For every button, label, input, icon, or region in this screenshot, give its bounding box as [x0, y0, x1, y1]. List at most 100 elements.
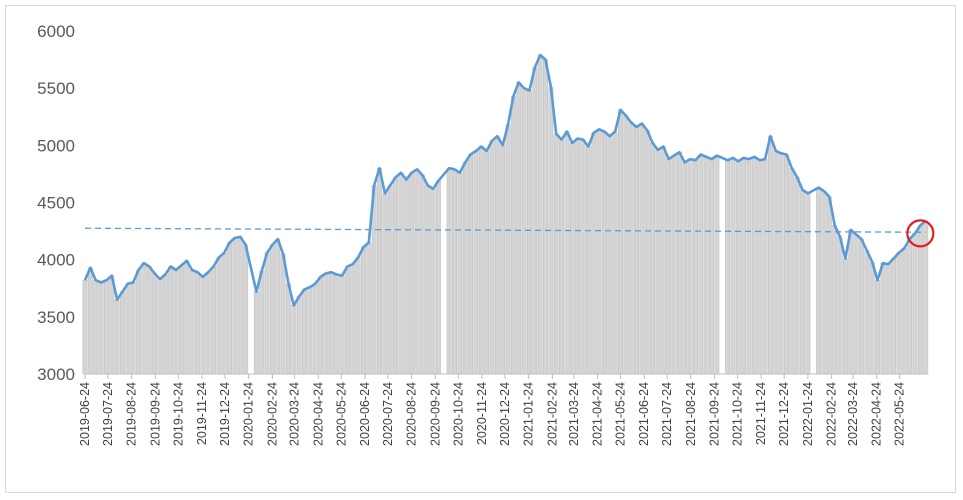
x-tick-label: 2022-02-24: [825, 382, 839, 446]
bar: [275, 238, 281, 375]
bar: [516, 82, 522, 375]
bar: [87, 267, 93, 375]
bar: [703, 156, 709, 375]
x-tick-label: 2019-06-24: [78, 382, 92, 446]
bar: [468, 154, 473, 375]
bar: [339, 275, 345, 375]
y-tick-label: 5500: [37, 79, 75, 98]
bar: [532, 67, 538, 375]
bar-series: [82, 54, 929, 375]
bar: [607, 135, 613, 375]
bar: [671, 155, 677, 375]
y-tick-label: 6000: [37, 22, 75, 41]
x-tick-label: 2020-10-24: [451, 382, 465, 446]
bar: [596, 129, 602, 375]
bar: [585, 146, 591, 375]
bar: [912, 233, 918, 375]
x-tick-label: 2021-04-24: [591, 382, 605, 446]
bar: [419, 174, 425, 375]
bar: [521, 87, 527, 375]
bar: [639, 123, 645, 375]
bar: [125, 283, 131, 375]
bar: [837, 236, 843, 375]
bar: [875, 279, 880, 375]
bar: [280, 253, 286, 375]
bar: [414, 169, 420, 375]
bar: [692, 159, 698, 375]
bar: [666, 158, 672, 375]
x-tick-label: 2020-02-24: [265, 382, 279, 446]
bar: [735, 161, 741, 375]
bar: [93, 279, 99, 375]
x-tick-label: 2020-11-24: [475, 382, 489, 445]
bar: [200, 276, 206, 375]
bar: [751, 156, 757, 375]
x-tick-label: 2020-07-24: [381, 382, 395, 446]
bar: [821, 190, 827, 375]
x-axis-ticks: 2019-06-24 2019-07-24 2019-08-24 2019-09-24…: [78, 374, 907, 446]
bar: [409, 172, 415, 375]
bar: [864, 250, 870, 375]
bar: [891, 258, 897, 375]
bar: [564, 131, 570, 375]
bar: [730, 157, 736, 375]
bar: [505, 124, 511, 375]
x-tick-label: 2020-05-24: [334, 382, 348, 446]
bar: [446, 167, 452, 375]
bar: [473, 150, 479, 375]
x-tick-label: 2021-02-24: [545, 382, 559, 446]
bar: [623, 115, 629, 375]
x-tick-label: 2020-08-24: [405, 382, 419, 446]
bar: [553, 133, 559, 375]
bar: [189, 269, 195, 375]
bar: [741, 157, 747, 375]
bar: [746, 158, 752, 375]
bar: [291, 305, 297, 375]
bar: [805, 193, 811, 375]
bar: [334, 274, 340, 375]
bar: [344, 266, 350, 375]
bar: [361, 246, 366, 375]
x-tick-label: 2021-11-24: [754, 382, 768, 445]
bar: [237, 236, 243, 375]
x-tick-label: 2019-11-24: [195, 382, 209, 445]
y-tick-label: 4500: [37, 194, 75, 213]
bar: [580, 139, 586, 375]
x-tick-label: 2021-07-24: [660, 382, 674, 446]
bar: [195, 271, 200, 375]
x-tick-label: 2019-10-24: [171, 382, 185, 446]
bar: [269, 244, 275, 375]
bar: [510, 95, 516, 375]
bar: [885, 263, 891, 375]
bar: [403, 179, 409, 375]
bar: [323, 273, 329, 375]
bar: [366, 242, 372, 375]
x-tick-label: 2020-06-24: [358, 382, 372, 446]
bar: [109, 275, 115, 375]
x-tick-label: 2021-09-24: [708, 382, 722, 446]
bar: [869, 261, 875, 375]
y-tick-label: 3500: [37, 308, 75, 327]
bar: [350, 263, 356, 375]
x-tick-label: 2022-03-24: [846, 382, 860, 446]
y-tick-label: 4000: [37, 251, 75, 270]
bar: [393, 177, 399, 375]
bar: [425, 185, 431, 375]
bar: [318, 276, 324, 375]
bar: [559, 139, 565, 375]
bar: [880, 262, 886, 375]
x-tick-label: 2021-06-24: [637, 382, 651, 446]
bar: [569, 142, 575, 375]
x-tick-label: 2020-09-24: [428, 382, 442, 446]
x-tick-label: 2019-08-24: [125, 382, 139, 446]
x-tick-label: 2019-07-24: [101, 382, 115, 446]
x-tick-label: 2022-04-24: [870, 382, 884, 446]
x-tick-label: 2021-03-24: [567, 382, 581, 446]
bar: [103, 279, 109, 375]
bar: [114, 299, 120, 375]
y-tick-label: 5000: [37, 136, 75, 155]
bar: [917, 225, 923, 375]
bar: [526, 90, 532, 375]
bar: [146, 266, 152, 375]
bar: [660, 146, 666, 375]
